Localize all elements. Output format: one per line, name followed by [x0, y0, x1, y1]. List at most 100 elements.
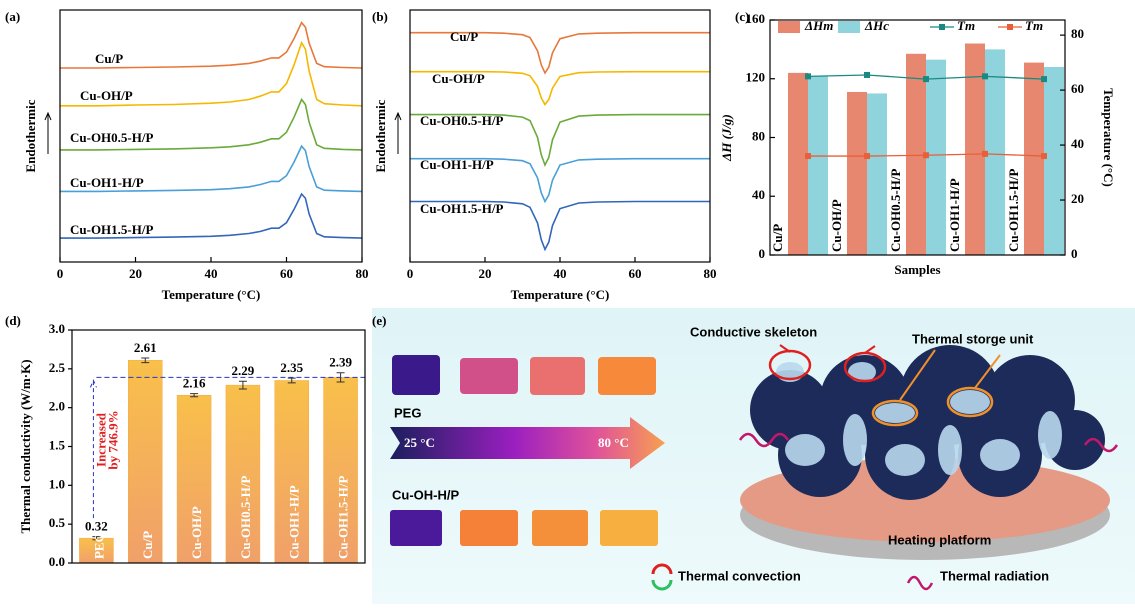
x-tick-label: Cu-OH/P [829, 199, 844, 252]
x-tick-label: 0 [407, 266, 414, 281]
x-tick-label: Cu-OH1-H/P [947, 178, 962, 252]
curve [60, 40, 363, 107]
x-axis-label: Temperature (°C) [511, 287, 610, 302]
y2-axis-label: Temperature (°C) [1101, 88, 1116, 187]
marker [864, 71, 870, 78]
bar [965, 43, 985, 255]
y2-tick-label: 60 [1071, 81, 1084, 96]
marker [982, 150, 988, 157]
series-label: Cu/P [450, 29, 478, 44]
thermal-image [598, 357, 656, 395]
error-bar [238, 380, 247, 390]
x-tick-label: Cu-OH0.5-H/P [888, 169, 903, 252]
panel-label: (e) [372, 313, 386, 328]
curve [60, 97, 363, 151]
thermal-image [392, 355, 440, 395]
value-label: 0.32 [85, 519, 108, 534]
legend-text: Thermal convection [678, 568, 801, 583]
x-tick-label: Cu-OH0.5-H/P [238, 476, 253, 559]
y-tick-label: 80 [752, 128, 765, 143]
curve [410, 113, 710, 168]
marker [923, 76, 929, 83]
annotation: Increased [93, 412, 108, 467]
x-axis-label: Samples [894, 262, 940, 277]
bar [225, 384, 261, 564]
marker [982, 73, 988, 80]
sample-label: PEG [394, 405, 421, 420]
legend-swatch [939, 24, 945, 30]
y-tick-label: 2.0 [49, 399, 65, 414]
bar [1024, 62, 1044, 255]
thermal-image [460, 358, 518, 394]
bar [867, 93, 887, 255]
value-label: 2.16 [183, 376, 206, 391]
annotation: by 746.9% [105, 410, 120, 469]
panel-label: (a) [5, 9, 20, 24]
x-tick-label: Cu-OH/P [189, 506, 204, 559]
radiation-icon [1083, 437, 1119, 453]
highlight [946, 386, 994, 418]
y2-tick-label: 40 [1071, 136, 1084, 151]
x-tick-label: Cu-OH1-H/P [287, 485, 302, 559]
sample-label: Cu-OH-H/P [392, 487, 459, 502]
y-axis-label: Thermal conductivity (W/m·K) [18, 359, 33, 533]
bar [847, 91, 867, 255]
x-tick-label: 40 [554, 266, 567, 281]
curve [410, 200, 710, 252]
value-label: 2.35 [280, 360, 303, 375]
curve [60, 21, 363, 69]
series-label: Cu-OH1-H/P [420, 157, 494, 172]
curve [410, 157, 710, 204]
marker [923, 152, 929, 159]
y-tick-label: 3.0 [49, 321, 65, 336]
pointer [899, 349, 1001, 401]
callout: Conductive skeleton [690, 324, 817, 339]
bar [788, 72, 808, 255]
y-tick-label: 160 [746, 11, 766, 26]
thermal-image [390, 510, 442, 546]
y-tick-label: 40 [752, 187, 765, 202]
convection-icon [651, 563, 673, 575]
value-label: 2.39 [329, 355, 352, 370]
panel-label: (d) [5, 313, 21, 328]
error-bar [190, 393, 199, 398]
curve [60, 192, 363, 239]
x-axis-label: Temperature (°C) [162, 287, 261, 302]
thermal-image [600, 510, 658, 546]
value-label: 2.29 [232, 363, 255, 378]
series-label: Cu-OH1.5-H/P [70, 222, 153, 237]
temperature-arrow [390, 417, 665, 469]
x-tick-label: 20 [479, 266, 492, 281]
pointer [779, 344, 876, 354]
error-bar [287, 377, 296, 384]
callout: Thermal storge unit [912, 331, 1034, 346]
y-arrow [44, 111, 52, 154]
radiation-icon [906, 575, 934, 591]
series-label: Cu-OH1-H/P [70, 175, 144, 190]
series-label: Cu-OH/P [80, 88, 133, 103]
legend-text: Thermal radiation [940, 568, 1049, 583]
legend-label: Tm [957, 18, 975, 33]
panel-e: (e) PEG 25 °C 80 °C Cu-OH-H/P Conductive… [372, 308, 1135, 604]
y-axis-label: ΔH (J/g) [719, 114, 734, 162]
x-tick-label: Cu/P [770, 224, 785, 252]
panel-label: (b) [372, 9, 388, 24]
marker [805, 153, 811, 160]
bar [128, 360, 163, 564]
y-axis-label: Endothermic [23, 99, 38, 172]
radiation-icon [738, 432, 790, 448]
bar [985, 49, 1005, 255]
x-tick-label: 80 [704, 266, 717, 281]
x-tick-label: 80 [356, 266, 369, 281]
marker [864, 153, 870, 160]
bar [926, 59, 946, 255]
series-label: Cu-OH0.5-H/P [70, 130, 153, 145]
error-bar [141, 357, 150, 364]
y-tick-label: 0 [759, 246, 766, 261]
value-label: 2.61 [134, 340, 157, 355]
x-tick-label: 40 [205, 266, 218, 281]
thermal-image [460, 510, 518, 546]
bar [808, 75, 828, 255]
convection-icon [651, 579, 673, 591]
curve [410, 31, 710, 75]
